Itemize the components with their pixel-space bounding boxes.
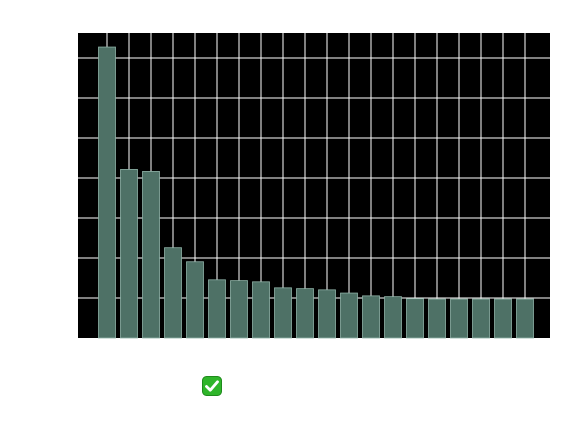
bar [296, 288, 314, 339]
bar [230, 280, 248, 339]
grid-lines [78, 33, 550, 338]
bar [406, 298, 424, 339]
bar [516, 298, 534, 339]
bar [120, 169, 138, 339]
bar [494, 298, 512, 339]
bar [98, 46, 116, 339]
bar [186, 261, 204, 339]
bar [384, 296, 402, 339]
bar [164, 247, 182, 339]
bar [340, 292, 358, 339]
bar [274, 287, 292, 339]
bar [318, 289, 336, 339]
bar [252, 281, 270, 339]
bar [142, 171, 160, 339]
bar [428, 298, 446, 339]
bar [362, 295, 380, 339]
bar [450, 298, 468, 339]
bar [208, 279, 226, 339]
bars [98, 46, 534, 339]
check-mark-button-icon [202, 376, 222, 396]
bar [472, 298, 490, 339]
